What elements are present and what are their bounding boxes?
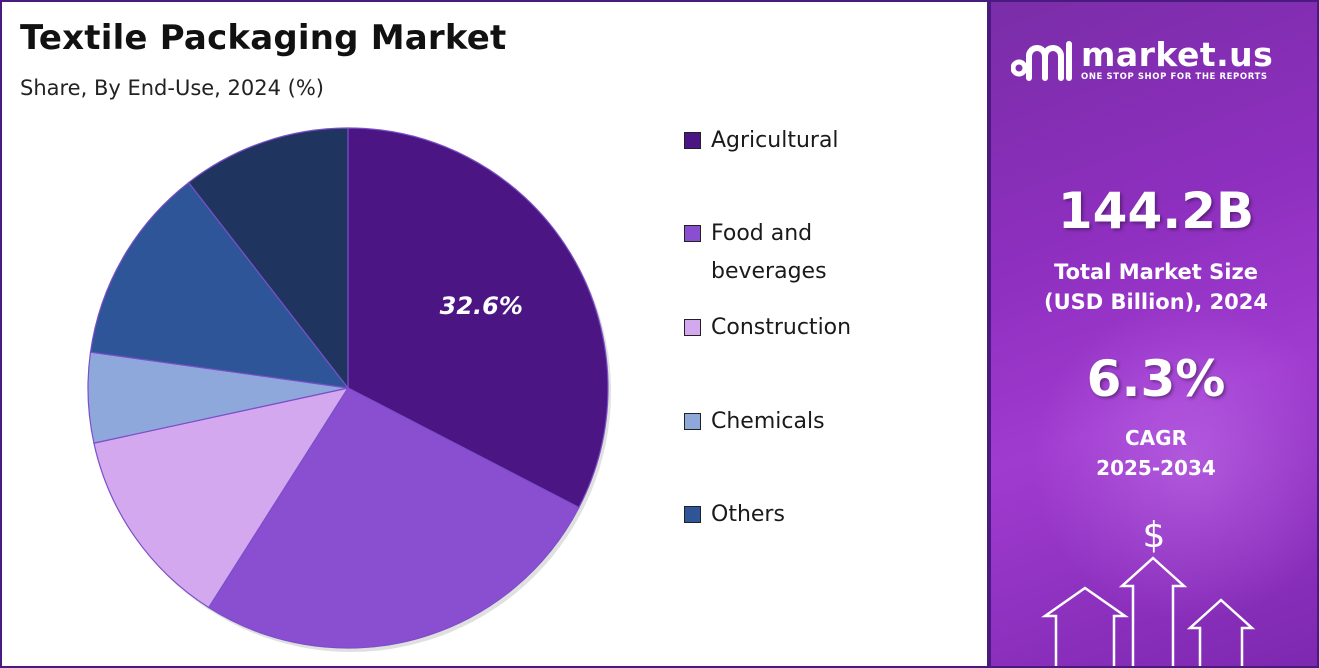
legend-swatch (684, 132, 701, 149)
legend-label: Food and beverages (711, 221, 827, 284)
background-glow (1031, 302, 1317, 622)
arrow-up-icon (1041, 586, 1129, 666)
pie-slice-food-and-beverages (207, 387, 580, 649)
chart-title: Textile Packaging Market (20, 18, 507, 58)
legend-swatch (684, 319, 701, 336)
legend-swatch (684, 413, 701, 430)
summary-panel: market.us ONE STOP SHOP FOR THE REPORTS … (989, 0, 1319, 668)
pie-slice-others (89, 181, 350, 389)
brand-logo-group: market.us ONE STOP SHOP FOR THE REPORTS (1011, 38, 1273, 82)
brand-tagline: ONE STOP SHOP FOR THE REPORTS (1081, 72, 1268, 82)
legend-label: Agricultural (711, 128, 839, 153)
arrow-up-icon (1186, 598, 1256, 666)
cagr-label: CAGR 2025-2034 (1096, 426, 1216, 480)
legend-item-others: Others (684, 496, 891, 534)
pie-slice-construction (93, 387, 350, 609)
legend-item-food-and-beverages: Food and beverages (684, 215, 891, 291)
pie-data-label: 32.6% (440, 292, 523, 320)
cagr-value: 6.3% (1086, 350, 1226, 408)
legend-swatch (684, 506, 701, 523)
dollar-sign-icon: $ (1143, 515, 1166, 556)
legend-item-agricultural: Agricultural (684, 122, 891, 160)
legend-swatch (684, 225, 701, 242)
chart-panel: 32.6% Textile Packaging Market Share, By… (0, 0, 989, 668)
chart-subtitle: Share, By End-Use, 2024 (%) (20, 76, 324, 100)
legend-label: Construction (711, 315, 852, 340)
pie-chart: 32.6% (87, 127, 611, 652)
growth-arrows-icon: $ (1041, 515, 1256, 666)
legend-label: Chemicals (711, 409, 825, 434)
brand-name: market.us (1081, 35, 1274, 74)
arrow-up-icon (1118, 556, 1188, 666)
legend-label: Others (711, 502, 785, 527)
pie-slice-unlabeled (187, 127, 349, 390)
legend-item-construction: Construction (684, 309, 891, 347)
market-us-logo-icon (1011, 41, 1072, 81)
market-size-value: 144.2B (1057, 182, 1255, 240)
market-size-label: Total Market Size (USD Billion), 2024 (1043, 260, 1269, 314)
pie-slice-agricultural (347, 127, 609, 509)
legend-item-chemicals: Chemicals (684, 403, 891, 441)
